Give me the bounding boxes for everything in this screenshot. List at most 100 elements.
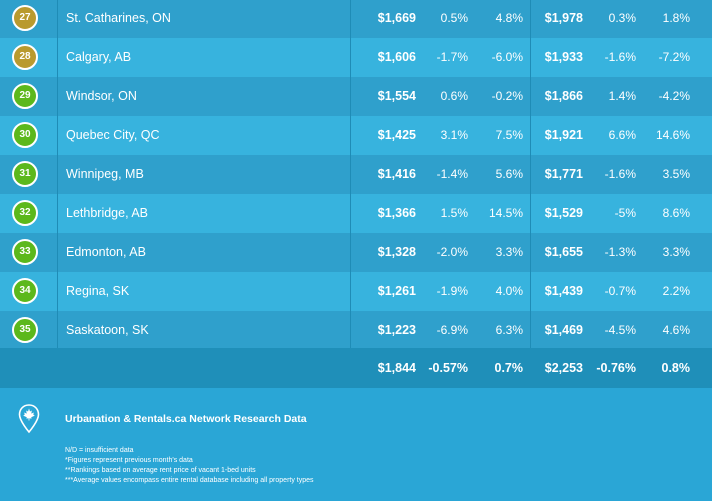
yoy-2bed: 4.6% [662, 323, 690, 337]
rank-badge: 30 [12, 122, 38, 148]
city-name: Quebec City, QC [66, 128, 160, 142]
column-divider [350, 0, 351, 348]
rent-2bed: $1,921 [544, 128, 583, 142]
mom-1bed: 0.5% [440, 11, 468, 25]
yoy-2bed: 2.2% [662, 284, 690, 298]
rank-cell: 33 [0, 233, 58, 272]
rank-cell: 28 [0, 38, 58, 77]
rank-badge: 28 [12, 44, 38, 70]
rent-1bed: $1,366 [377, 206, 416, 220]
city-name: Calgary, AB [66, 50, 132, 64]
rent-1bed: $1,669 [377, 11, 416, 25]
rent-2bed: $1,655 [544, 245, 583, 259]
yoy-1bed: 6.3% [495, 323, 523, 337]
rent-2bed: $1,866 [544, 89, 583, 103]
yoy-1bed: 3.3% [495, 245, 523, 259]
rent-2bed: $1,978 [544, 11, 583, 25]
rank-badge: 33 [12, 239, 38, 265]
column-divider [530, 0, 531, 348]
rent-2bed: $1,771 [544, 167, 583, 181]
city-name: Lethbridge, AB [66, 206, 149, 220]
total-rent-1bed: $1,844 [377, 361, 416, 375]
yoy-2bed: 8.6% [662, 206, 690, 220]
rent-1bed: $1,554 [377, 89, 416, 103]
table-row: 29 Windsor, ON $1,554 0.6% -0.2% $1,866 1.4% -4… [0, 77, 712, 116]
table-row: 33 Edmonton, AB $1,328 -2.0% 3.3% $1,655 -1.3%… [0, 233, 712, 272]
yoy-2bed: 3.5% [662, 167, 690, 181]
yoy-2bed: 3.3% [662, 245, 690, 259]
mom-1bed: 1.5% [440, 206, 468, 220]
data-source-label: Urbanation & Rentals.ca Network Research… [65, 413, 307, 425]
rent-1bed: $1,223 [377, 323, 416, 337]
rent-2bed: $1,469 [544, 323, 583, 337]
mom-1bed: 3.1% [440, 128, 468, 142]
yoy-2bed: 14.6% [655, 128, 690, 142]
rent-1bed: $1,425 [377, 128, 416, 142]
footnote: N/D = insufficient data [65, 447, 134, 454]
city-name: Windsor, ON [66, 89, 137, 103]
yoy-2bed: -7.2% [658, 50, 690, 64]
yoy-1bed: 4.8% [495, 11, 523, 25]
footnote: ***Average values encompass entire renta… [65, 477, 314, 484]
total-mom-2bed: -0.76% [596, 361, 636, 375]
rent-1bed: $1,328 [377, 245, 416, 259]
mom-1bed: -1.9% [436, 284, 468, 298]
city-name: St. Catharines, ON [66, 11, 171, 25]
table-row: 30 Quebec City, QC $1,425 3.1% 7.5% $1,921 6.6… [0, 116, 712, 155]
footnotes: N/D = insufficient data *Figures represe… [65, 446, 314, 486]
rent-1bed: $1,261 [377, 284, 416, 298]
city-name: Edmonton, AB [66, 245, 146, 259]
yoy-1bed: -0.2% [491, 89, 523, 103]
total-mom-1bed: -0.57% [428, 361, 468, 375]
rank-cell: 27 [0, 0, 58, 38]
rent-2bed: $1,439 [544, 284, 583, 298]
mom-1bed: 0.6% [440, 89, 468, 103]
totals-row: $1,844 -0.57% 0.7% $2,253 -0.76% 0.8% [0, 348, 712, 388]
city-name: Winnipeg, MB [66, 167, 144, 181]
mom-2bed: -0.7% [604, 284, 636, 298]
city-name: Regina, SK [66, 284, 130, 298]
footnote: *Figures represent previous month's data [65, 457, 193, 464]
city-name: Saskatoon, SK [66, 323, 149, 337]
rank-badge: 35 [12, 317, 38, 343]
rent-2bed: $1,933 [544, 50, 583, 64]
mom-1bed: -1.4% [436, 167, 468, 181]
table-row: 34 Regina, SK $1,261 -1.9% 4.0% $1,439 -0.7% 2.… [0, 272, 712, 311]
rent-1bed: $1,416 [377, 167, 416, 181]
rank-cell: 32 [0, 194, 58, 233]
mom-2bed: 1.4% [608, 89, 636, 103]
rank-cell: 34 [0, 272, 58, 311]
mom-2bed: -4.5% [604, 323, 636, 337]
rank-badge: 29 [12, 83, 38, 109]
table-row: 28 Calgary, AB $1,606 -1.7% -6.0% $1,933 -1.6%… [0, 38, 712, 77]
mom-2bed: -1.6% [604, 167, 636, 181]
rank-cell: 31 [0, 155, 58, 194]
total-rent-2bed: $2,253 [544, 361, 583, 375]
table-row: 27 St. Catharines, ON $1,669 0.5% 4.8% $1,978… [0, 0, 712, 38]
mom-1bed: -2.0% [436, 245, 468, 259]
mom-2bed: 0.3% [608, 11, 636, 25]
rent-2bed: $1,529 [544, 206, 583, 220]
yoy-1bed: 14.5% [488, 206, 523, 220]
rank-badge: 31 [12, 161, 38, 187]
table-row: 31 Winnipeg, MB $1,416 -1.4% 5.6% $1,771 -1.6%… [0, 155, 712, 194]
footer: Urbanation & Rentals.ca Network Research… [0, 388, 712, 501]
total-yoy-1bed: 0.7% [494, 361, 524, 375]
mom-2bed: -1.3% [604, 245, 636, 259]
footnote: **Rankings based on average rent price o… [65, 467, 256, 474]
yoy-1bed: 7.5% [495, 128, 523, 142]
rent-1bed: $1,606 [377, 50, 416, 64]
yoy-2bed: -4.2% [658, 89, 690, 103]
yoy-1bed: -6.0% [491, 50, 523, 64]
table-row: 32 Lethbridge, AB $1,366 1.5% 14.5% $1,529 -5%… [0, 194, 712, 233]
yoy-1bed: 5.6% [495, 167, 523, 181]
mom-1bed: -1.7% [436, 50, 468, 64]
mom-1bed: -6.9% [436, 323, 468, 337]
rank-cell: 35 [0, 311, 58, 350]
rank-badge: 27 [12, 5, 38, 31]
total-yoy-2bed: 0.8% [661, 361, 691, 375]
yoy-1bed: 4.0% [495, 284, 523, 298]
yoy-2bed: 1.8% [662, 11, 690, 25]
mom-2bed: 6.6% [608, 128, 636, 142]
maple-leaf-pin-icon [18, 404, 40, 434]
